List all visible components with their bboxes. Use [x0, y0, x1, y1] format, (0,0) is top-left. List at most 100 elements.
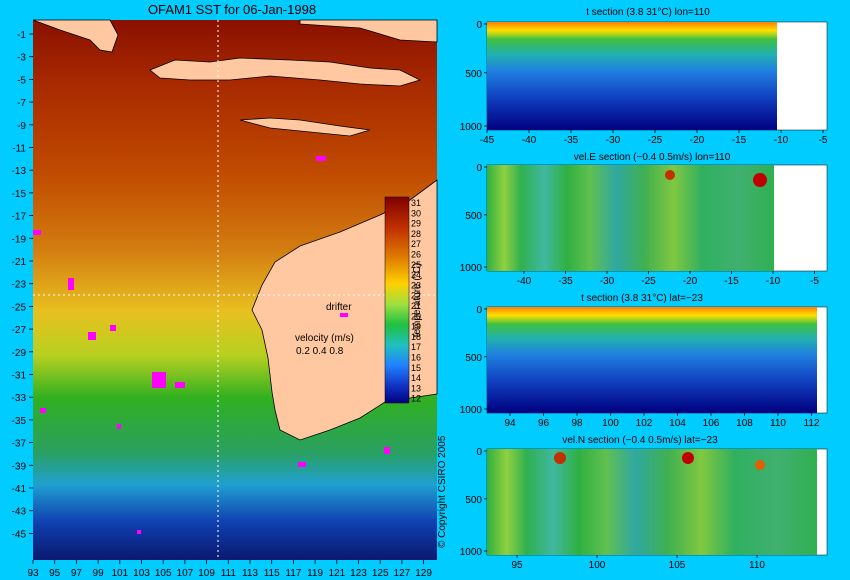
panel-vele-lon: vel.E section (−0.4 0.5m/s) lon=110 0 500…	[460, 152, 828, 287]
panel-y-tick-label: 1000	[460, 122, 483, 133]
colorbar-tick-label: 20	[411, 311, 421, 321]
map-y-tick-label: -25	[12, 302, 27, 313]
map-y-tick-label: -37	[12, 439, 27, 450]
map-x-tick-label: 93	[27, 568, 39, 579]
panel-x-tick-label: 98	[571, 418, 583, 429]
panel-x-tick-label: -35	[558, 276, 573, 287]
colorbar	[384, 196, 410, 404]
colorbar-label: temperature (°C)	[412, 263, 423, 338]
map-y-tick-label: -1	[17, 30, 26, 41]
copyright: © Copyright CSIRO 2005	[437, 435, 448, 548]
map-y-tick-label: -21	[12, 257, 27, 268]
colorbar-tick-label: 19	[411, 322, 421, 332]
map-y-tick-label: -5	[17, 75, 26, 86]
panel-x-tick-label: 110	[770, 418, 786, 429]
panel-t-lat: t section (3.8 31°C) lat=−23 0 500 1000 94 9…	[460, 293, 828, 429]
panel-x-tick-label: 94	[504, 418, 516, 429]
panel-t-lat-title: t section (3.8 31°C) lat=−23	[581, 293, 703, 304]
panel-t-lat-axes: 0 500 1000 94 96 98 100 102 104 106 108 110 112	[460, 305, 820, 429]
map-y-tick-label: -31	[12, 371, 27, 382]
map-y-tick-label: -7	[17, 98, 26, 109]
panel-y-tick-label: 0	[476, 305, 482, 316]
panel-t-lat-field	[487, 307, 817, 413]
map-x-tick-label: 107	[177, 568, 194, 579]
panel-x-tick-label: -45	[480, 135, 495, 146]
panel-t-lon: t section (3.8 31°C) lon=110 0 500 1000 -45…	[460, 7, 828, 146]
panel-x-tick-label: 110	[749, 560, 765, 571]
panel-y-tick-label: 0	[476, 20, 482, 31]
colorbar-tick-label: 16	[411, 353, 421, 363]
panel-x-tick-label: -35	[564, 135, 579, 146]
panel-x-tick-label: -30	[606, 135, 621, 146]
panel-y-tick-label: 1000	[460, 263, 483, 274]
map-y-tick-label: -27	[12, 325, 27, 336]
map-x-tick-label: 97	[71, 568, 83, 579]
panel-x-tick-label: 105	[669, 560, 686, 571]
map-y-tick-label: -33	[12, 393, 27, 404]
map-x-tick-label: 99	[93, 568, 105, 579]
panel-x-tick-label: 100	[602, 418, 619, 429]
panel-x-tick-label: -20	[683, 276, 698, 287]
map-x-tick-label: 103	[133, 568, 150, 579]
panel-y-tick-label: 1000	[460, 547, 483, 558]
colorbar-tick-label: 27	[411, 239, 421, 249]
map-y-tick-label: -15	[12, 189, 27, 200]
panel-veln-lat-axes: 0 500 1000 95 100 105 110	[460, 447, 766, 571]
panel-y-tick-label: 500	[465, 353, 482, 364]
panel-y-tick-label: 1000	[460, 405, 483, 416]
map-x-tick-label: 125	[372, 568, 389, 579]
panel-vele-lon-axes: 0 500 1000 -40 -35 -30 -25 -20 -15 -10 -5	[460, 163, 820, 287]
panel-x-tick-label: 100	[589, 560, 606, 571]
colorbar-tick-label: 12	[411, 394, 421, 404]
colorbar-tick-label: 24	[411, 270, 421, 280]
map-y-tick-label: -39	[12, 461, 27, 472]
panel-x-tick-label: 108	[736, 418, 753, 429]
panel-x-tick-label: 95	[511, 560, 523, 571]
map-y-tick-label: -9	[17, 121, 26, 132]
map-y-tick-label: -19	[12, 234, 27, 245]
colorbar-tick-label: 13	[411, 383, 421, 393]
panel-y-tick-label: 500	[465, 69, 482, 80]
map-x-tick-label: 111	[221, 568, 237, 579]
map-x-tick-label: 101	[111, 568, 128, 579]
velocity-scale: 0.2 0.4 0.8	[296, 346, 344, 357]
panel-vele-lon-field	[487, 165, 774, 271]
map-y-ticks: -1 -3 -5 -7 -9 -11 -13 -15 -17 -19 -21 -23 -25 -27 -29…	[12, 30, 33, 540]
drifter-markers	[33, 156, 390, 534]
map-x-tick-label: 129	[415, 568, 432, 579]
panel-x-tick-label: 112	[804, 418, 820, 429]
drifter-label: drifter	[326, 302, 352, 313]
colorbar-tick-label: 17	[411, 342, 421, 352]
map-x-tick-label: 105	[155, 568, 172, 579]
panel-t-lon-axes: 0 500 1000 -45 -40 -35 -30 -25 -20 -15 -10 -5	[460, 20, 828, 146]
map-y-tick-label: -35	[12, 416, 27, 427]
panel-x-tick-label: -5	[810, 276, 819, 287]
colorbar-tick-label: 14	[411, 373, 421, 383]
map-y-tick-label: -11	[12, 144, 26, 155]
map-x-tick-label: 121	[328, 568, 345, 579]
panel-x-tick-label: -15	[732, 135, 747, 146]
map-y-tick-label: -23	[12, 280, 27, 291]
map-y-tick-label: -41	[12, 484, 27, 495]
panel-y-tick-label: 0	[476, 163, 482, 174]
panel-t-lon-field	[487, 22, 777, 130]
panel-veln-lat: vel.N section (−0.4 0.5m/s) lat=−23 0 500…	[460, 435, 828, 571]
panel-vele-lon-title: vel.E section (−0.4 0.5m/s) lon=110	[574, 152, 731, 163]
colorbar-tick-label: 15	[411, 363, 421, 373]
panel-x-tick-label: 106	[703, 418, 720, 429]
map-x-tick-label: 113	[242, 568, 258, 579]
panel-x-tick-label: -25	[648, 135, 663, 146]
velocity-title: velocity (m/s)	[295, 333, 354, 344]
map-y-tick-label: -45	[12, 529, 27, 540]
panel-x-tick-label: -25	[641, 276, 656, 287]
sst-map: OFAM1 SST for 06-Jan-1998 drifter veloci…	[12, 2, 448, 579]
panel-x-tick-label: -15	[724, 276, 739, 287]
map-x-tick-label: 127	[394, 568, 411, 579]
map-x-tick-label: 109	[198, 568, 215, 579]
panel-veln-lat-title: vel.N section (−0.4 0.5m/s) lat=−23	[562, 435, 718, 446]
panel-x-tick-label: -5	[819, 135, 828, 146]
colorbar-tick-label: 21	[411, 301, 421, 311]
panel-y-tick-label: 500	[465, 211, 482, 222]
